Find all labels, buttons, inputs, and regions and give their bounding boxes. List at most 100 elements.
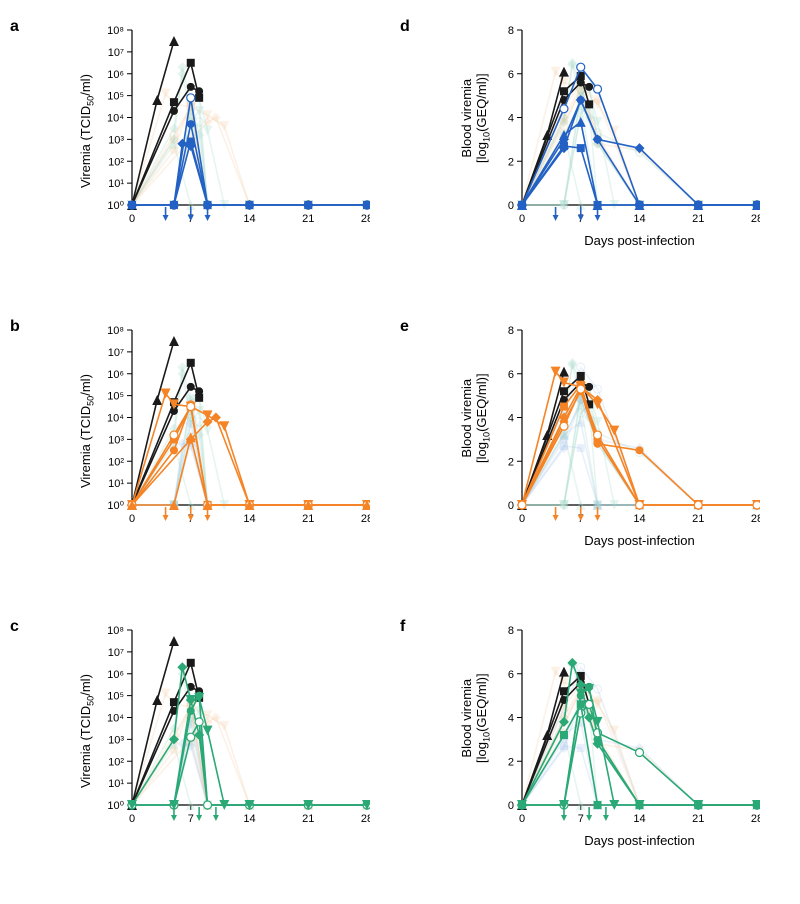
panel-label: b <box>10 318 20 336</box>
svg-text:21: 21 <box>302 813 314 825</box>
panel-plot: 10⁰10¹10²10³10⁴10⁵10⁶10⁷10⁸07142128 <box>60 320 370 540</box>
y-axis-label: Viremia (TCID50/ml) <box>78 374 96 488</box>
svg-text:0: 0 <box>519 213 525 225</box>
svg-text:8: 8 <box>508 25 514 37</box>
svg-text:10²: 10² <box>108 756 124 768</box>
svg-text:4: 4 <box>508 713 514 725</box>
svg-text:10⁶: 10⁶ <box>107 69 124 81</box>
svg-text:14: 14 <box>243 213 255 225</box>
series-line <box>128 403 370 509</box>
dose-arrow <box>561 807 567 821</box>
svg-text:10⁵: 10⁵ <box>107 91 124 103</box>
svg-text:28: 28 <box>751 813 760 825</box>
panel-e: eBlood viremia[log10(GEQ/ml)]02468071421… <box>450 320 760 540</box>
panel-a: aViremia (TCID50/ml)10⁰10¹10²10³10⁴10⁵10… <box>60 20 370 240</box>
series-line <box>127 132 370 210</box>
svg-text:0: 0 <box>129 513 135 525</box>
svg-text:10⁵: 10⁵ <box>107 691 124 703</box>
y-axis-label: Viremia (TCID50/ml) <box>78 74 96 188</box>
svg-text:10⁶: 10⁶ <box>107 669 124 681</box>
svg-text:0: 0 <box>129 813 135 825</box>
svg-text:10⁰: 10⁰ <box>107 200 124 212</box>
svg-text:8: 8 <box>508 325 514 337</box>
panel-d: dBlood viremia[log10(GEQ/ml)]02468071421… <box>450 20 760 240</box>
panel-c: cViremia (TCID50/ml)10⁰10¹10²10³10⁴10⁵10… <box>60 620 370 840</box>
svg-text:28: 28 <box>361 513 370 525</box>
series-line <box>127 336 179 510</box>
svg-text:10¹: 10¹ <box>108 478 124 490</box>
panel-plot: 10⁰10¹10²10³10⁴10⁵10⁶10⁷10⁸07142128 <box>60 620 370 840</box>
panel-label: a <box>10 18 19 36</box>
svg-text:6: 6 <box>508 669 514 681</box>
svg-text:7: 7 <box>578 813 584 825</box>
panel-label: f <box>400 618 405 636</box>
dose-arrow <box>213 807 219 821</box>
svg-text:0: 0 <box>508 800 514 812</box>
dose-arrow <box>163 207 169 221</box>
svg-text:2: 2 <box>508 756 514 768</box>
svg-text:10⁸: 10⁸ <box>107 325 124 337</box>
x-axis-label: Days post-infection <box>522 833 757 848</box>
svg-text:0: 0 <box>129 213 135 225</box>
svg-text:10⁸: 10⁸ <box>107 25 124 37</box>
svg-text:28: 28 <box>361 213 370 225</box>
series-line <box>127 432 370 510</box>
svg-text:10⁷: 10⁷ <box>108 347 124 359</box>
svg-text:4: 4 <box>508 413 514 425</box>
panel-plot: 0246807142128 <box>450 20 760 240</box>
svg-text:0: 0 <box>508 200 514 212</box>
svg-text:28: 28 <box>751 213 760 225</box>
series-line <box>128 138 370 209</box>
svg-text:21: 21 <box>302 213 314 225</box>
svg-text:10³: 10³ <box>108 734 124 746</box>
svg-text:10³: 10³ <box>108 434 124 446</box>
svg-text:0: 0 <box>508 500 514 512</box>
dose-arrow <box>603 807 609 821</box>
svg-text:10⁰: 10⁰ <box>107 800 124 812</box>
series-line <box>127 36 179 210</box>
svg-text:21: 21 <box>692 813 704 825</box>
series-line <box>128 438 370 509</box>
svg-text:6: 6 <box>508 369 514 381</box>
x-axis-label: Days post-infection <box>522 233 757 248</box>
svg-text:2: 2 <box>508 456 514 468</box>
panel-plot: 10⁰10¹10²10³10⁴10⁵10⁶10⁷10⁸07142128 <box>60 20 370 240</box>
svg-text:6: 6 <box>508 69 514 81</box>
svg-text:10⁷: 10⁷ <box>108 647 124 659</box>
x-axis-label: Days post-infection <box>522 533 757 548</box>
svg-text:28: 28 <box>751 513 760 525</box>
svg-text:7: 7 <box>188 813 194 825</box>
panel-plot: 0246807142128 <box>450 320 760 540</box>
svg-text:2: 2 <box>508 156 514 168</box>
svg-text:0: 0 <box>519 813 525 825</box>
y-axis-label: Blood viremia[log10(GEQ/ml)] <box>460 673 492 763</box>
svg-text:14: 14 <box>243 513 255 525</box>
svg-text:21: 21 <box>692 513 704 525</box>
panel-label: d <box>400 18 410 36</box>
svg-text:10⁷: 10⁷ <box>108 47 124 59</box>
panel-plot: 0246807142128 <box>450 620 760 840</box>
svg-text:10¹: 10¹ <box>108 178 124 190</box>
svg-text:10³: 10³ <box>108 134 124 146</box>
panel-b: bViremia (TCID50/ml)10⁰10¹10²10³10⁴10⁵10… <box>60 320 370 540</box>
dose-arrow <box>553 507 559 521</box>
y-axis-label: Blood viremia[log10(GEQ/ml)] <box>460 373 492 463</box>
svg-text:0: 0 <box>519 513 525 525</box>
svg-text:10⁴: 10⁴ <box>107 113 124 125</box>
panel-label: e <box>400 318 409 336</box>
series-line <box>127 636 179 810</box>
series-line <box>128 738 370 809</box>
svg-text:10⁰: 10⁰ <box>107 500 124 512</box>
figure-root: a Viremia (TCID50/ml) 10⁰ 10¹ 10² 10³ 10⁴ 10⁵ 10… <box>0 0 800 904</box>
dose-arrow <box>163 507 169 521</box>
svg-text:10²: 10² <box>108 456 124 468</box>
svg-text:10¹: 10¹ <box>108 778 124 790</box>
svg-text:10⁴: 10⁴ <box>107 713 124 725</box>
svg-text:4: 4 <box>508 113 514 125</box>
svg-text:14: 14 <box>633 513 645 525</box>
panel-label: c <box>10 618 19 636</box>
svg-text:14: 14 <box>243 813 255 825</box>
svg-text:10²: 10² <box>108 156 124 168</box>
svg-text:14: 14 <box>633 813 645 825</box>
svg-text:21: 21 <box>692 213 704 225</box>
